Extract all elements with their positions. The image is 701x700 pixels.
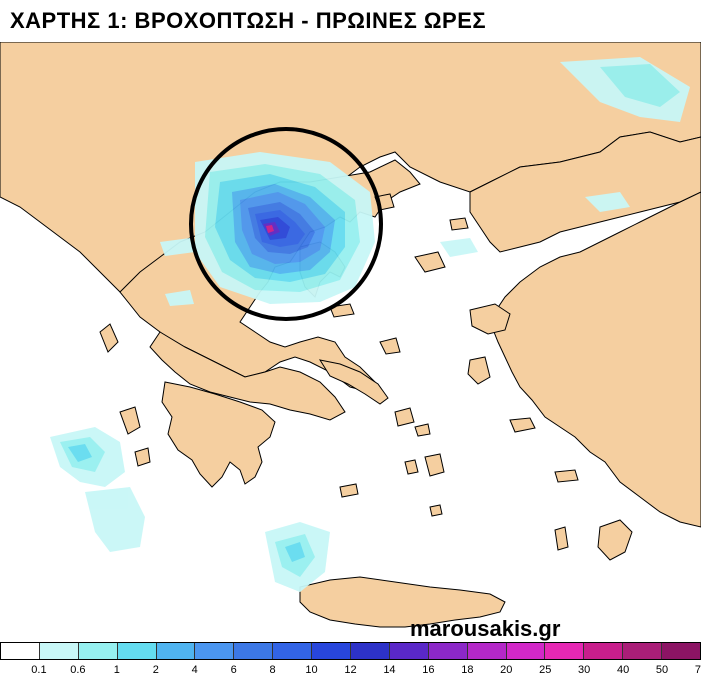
land-karpathos [554,526,569,551]
legend-label: 6 [230,664,237,676]
land-rhodes [597,519,633,561]
land-samothraki [449,217,469,231]
legend-label: 0.6 [70,664,86,676]
legend-swatch [117,643,157,659]
precipitation-map [0,42,701,642]
legend-swatch [312,643,352,659]
legend-swatch [428,643,468,659]
legend-swatch [623,643,663,659]
legend-label: 25 [539,664,552,676]
legend-swatch [78,643,118,659]
legend-label: 40 [616,664,630,676]
legend-label: 16 [422,664,435,676]
legend-label: 12 [344,664,357,676]
land-crete [299,576,506,628]
land-lesvos [469,303,511,335]
land-lemnos [414,251,446,273]
legend-labels: 0.10.6124681012141618202530405070 [0,664,701,684]
land-central-greece [149,331,346,421]
legend-colorbar [0,642,701,660]
land-paros [404,459,419,475]
legend-swatch [389,643,429,659]
land-santorini [429,504,443,517]
land-evia [318,359,389,405]
site-watermark: marousakis.gr [410,616,561,641]
legend-swatch [506,643,546,659]
land-zakynthos [134,447,151,467]
land-naxos [424,453,445,477]
legend-swatch [39,643,79,659]
legend-label: 30 [578,664,591,676]
land-thrace [469,131,701,253]
land-milos [339,483,359,498]
legend-label: 8 [269,664,276,676]
legend-label: 20 [500,664,513,676]
legend-swatch [584,643,624,659]
land-skyros [379,337,401,355]
land-kefalonia [119,406,141,435]
land-samos [509,417,536,433]
legend-swatch [195,643,235,659]
precip-layer [50,57,690,592]
legend-swatch [662,643,701,659]
legend-label: 10 [305,664,318,676]
legend-swatch [351,643,390,659]
legend-swatch [273,643,313,659]
land-chios [467,356,491,385]
land-anatolia [491,137,701,528]
land-corfu [99,323,119,353]
highlight-circle [189,127,383,321]
legend-swatch [1,643,40,659]
legend-label: 0.1 [31,664,47,676]
legend-label: 2 [152,664,159,676]
land-sporades [329,303,355,318]
map-title: ΧΑΡΤΗΣ 1: ΒΡΟΧΟΠΤΩΣΗ - ΠΡΩΙΝΕΣ ΩΡΕΣ [10,8,487,33]
legend-swatch [467,643,507,659]
legend-swatch [545,643,585,659]
land-peloponnese [161,381,276,488]
legend-label: 18 [461,664,474,676]
legend-swatch [234,643,274,659]
legend-swatch [156,643,196,659]
legend-label: 1 [113,664,120,676]
land-andros [394,407,415,427]
legend-label: 4 [191,664,198,676]
land-tinos [414,423,431,437]
land-kos [554,469,579,483]
legend-label: 50 [655,664,669,676]
legend-label: 70 [694,664,701,676]
legend-label: 14 [383,664,396,676]
